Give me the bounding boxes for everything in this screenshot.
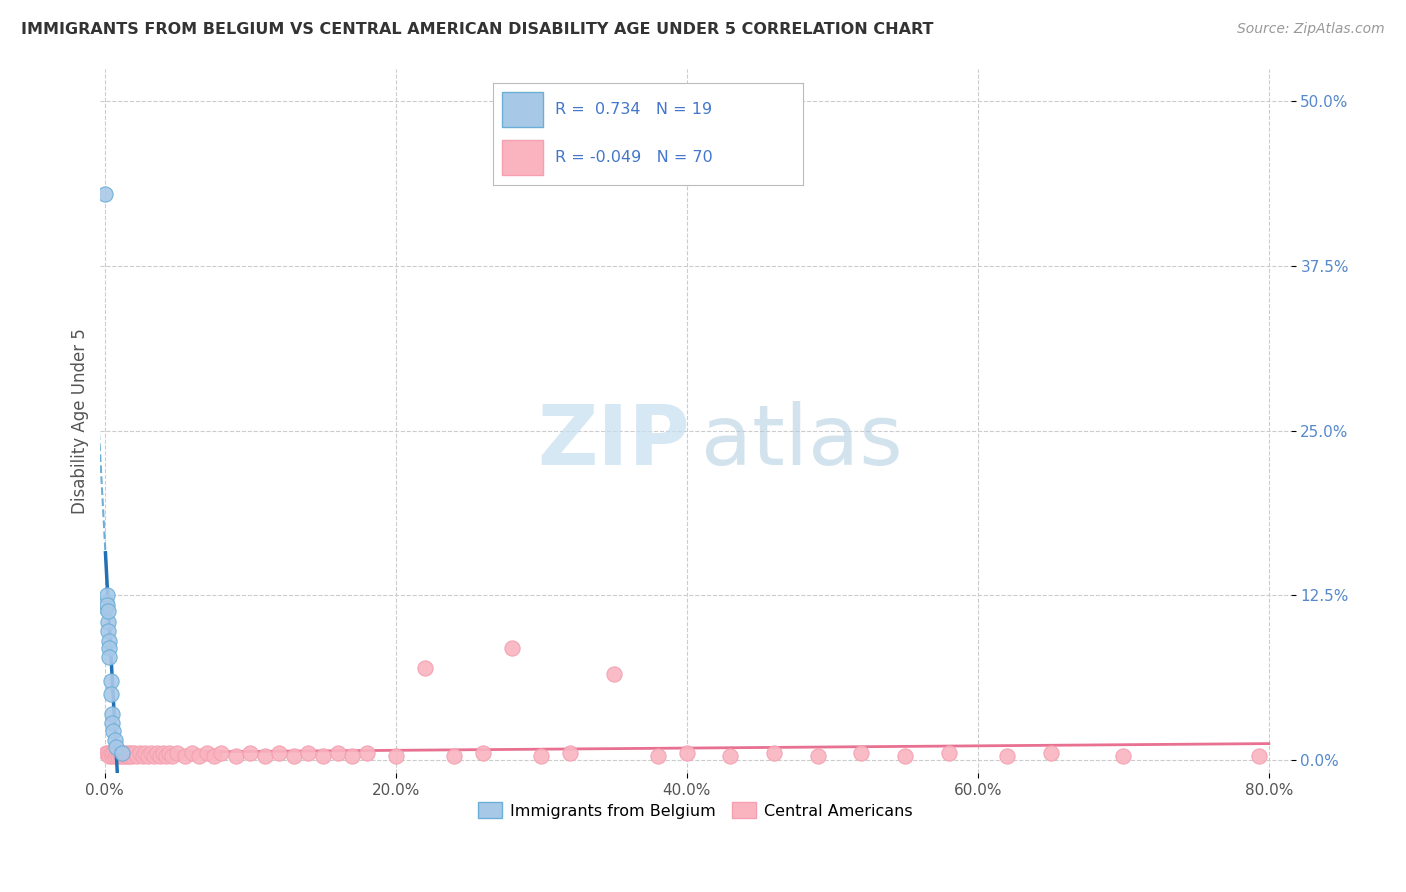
Point — [98, 650, 121, 665]
Point — [100, 673, 122, 688]
Point — [97, 624, 120, 638]
Point — [97, 604, 120, 618]
Point — [110, 748, 132, 763]
Point — [384, 748, 406, 763]
Point — [103, 747, 125, 761]
Point — [114, 747, 136, 761]
Point — [117, 747, 139, 761]
Point — [100, 687, 122, 701]
Point — [138, 748, 160, 763]
Point — [107, 748, 129, 763]
Point — [101, 706, 124, 721]
Point — [112, 748, 135, 763]
Point — [209, 747, 232, 761]
Point — [202, 748, 225, 763]
Point — [101, 748, 124, 763]
Point — [143, 748, 166, 763]
Point — [131, 748, 153, 763]
Point — [98, 634, 121, 648]
Point — [104, 733, 127, 747]
Point — [105, 747, 128, 761]
Point — [173, 748, 195, 763]
Point — [94, 186, 117, 201]
Point — [1112, 748, 1135, 763]
Point — [111, 747, 134, 761]
Point — [718, 748, 741, 763]
Point — [149, 748, 172, 763]
Point — [560, 747, 582, 761]
Text: ZIP: ZIP — [537, 401, 689, 483]
Point — [125, 748, 148, 763]
Point — [105, 739, 128, 754]
Text: atlas: atlas — [702, 401, 903, 483]
Point — [239, 747, 262, 761]
Point — [96, 588, 118, 602]
Point — [160, 748, 183, 763]
Point — [340, 748, 363, 763]
Point — [103, 723, 125, 738]
Point — [121, 748, 143, 763]
Point — [108, 747, 131, 761]
Y-axis label: Disability Age Under 5: Disability Age Under 5 — [72, 328, 89, 514]
Point — [283, 748, 305, 763]
Text: IMMIGRANTS FROM BELGIUM VS CENTRAL AMERICAN DISABILITY AGE UNDER 5 CORRELATION C: IMMIGRANTS FROM BELGIUM VS CENTRAL AMERI… — [21, 22, 934, 37]
Point — [253, 748, 276, 763]
Point — [111, 747, 134, 761]
Point — [356, 747, 378, 761]
Point — [1039, 747, 1062, 761]
Point — [155, 748, 177, 763]
Point — [603, 667, 626, 681]
Point — [97, 615, 120, 629]
Point — [647, 748, 669, 763]
Point — [269, 747, 291, 761]
Point — [98, 748, 121, 763]
Point — [326, 747, 349, 761]
Point — [115, 748, 138, 763]
Point — [100, 747, 122, 761]
Point — [225, 748, 247, 763]
Point — [120, 747, 142, 761]
Point — [118, 748, 141, 763]
Text: Source: ZipAtlas.com: Source: ZipAtlas.com — [1237, 22, 1385, 37]
Point — [141, 747, 163, 761]
Point — [96, 601, 118, 615]
Point — [128, 747, 150, 761]
Point — [101, 716, 124, 731]
Point — [96, 747, 118, 761]
Point — [894, 748, 917, 763]
Point — [134, 747, 156, 761]
Point — [188, 748, 211, 763]
Point — [122, 747, 145, 761]
Point — [157, 747, 180, 761]
Point — [297, 747, 319, 761]
Legend: Immigrants from Belgium, Central Americans: Immigrants from Belgium, Central America… — [472, 796, 920, 825]
Point — [1247, 748, 1270, 763]
Point — [152, 747, 174, 761]
Point — [98, 640, 121, 655]
Point — [146, 747, 169, 761]
Point — [530, 748, 553, 763]
Point — [96, 598, 118, 612]
Point — [472, 747, 495, 761]
Point — [413, 661, 436, 675]
Point — [97, 747, 120, 761]
Point — [675, 747, 697, 761]
Point — [195, 747, 218, 761]
Point — [807, 748, 830, 763]
Point — [104, 748, 127, 763]
Point — [166, 747, 188, 761]
Point — [938, 747, 960, 761]
Point — [443, 748, 465, 763]
Point — [312, 748, 335, 763]
Point — [851, 747, 873, 761]
Point — [501, 640, 523, 655]
Point — [96, 595, 118, 609]
Point — [181, 747, 204, 761]
Point — [763, 747, 786, 761]
Point — [995, 748, 1018, 763]
